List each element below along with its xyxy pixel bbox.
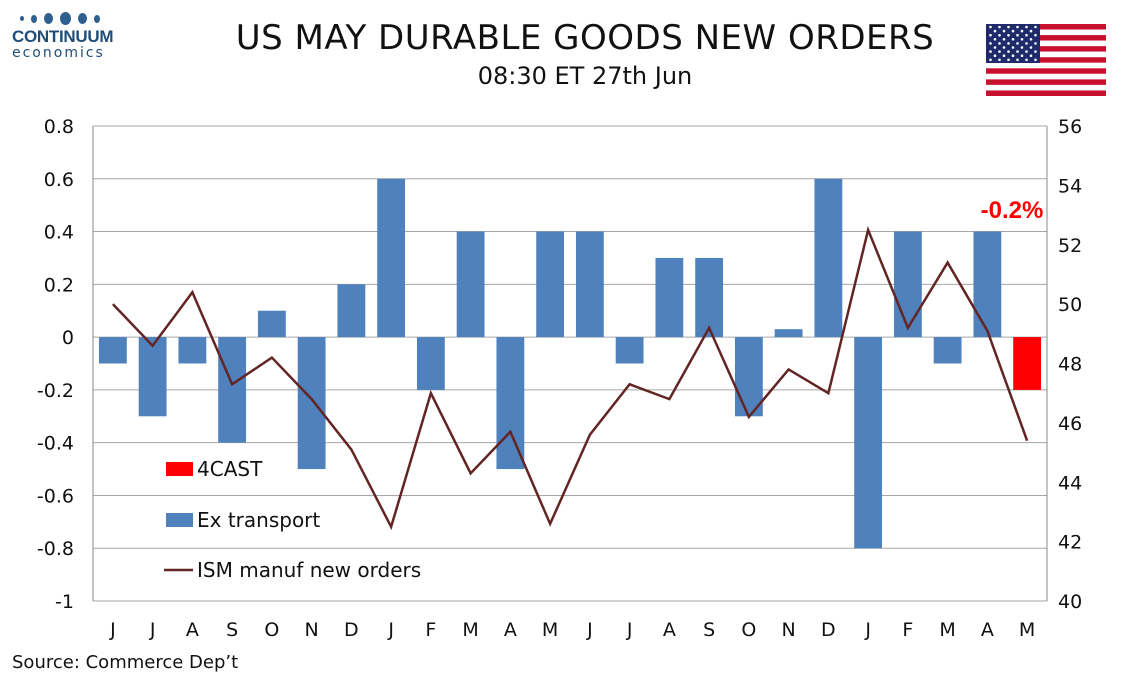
x-tick-label: M: [542, 619, 558, 641]
bar: [575, 231, 604, 338]
right-tick-label: 54: [1058, 175, 1082, 197]
left-tick-label: -0.4: [37, 433, 74, 455]
x-tick-label: J: [586, 619, 593, 641]
bar: [456, 231, 485, 338]
x-tick-label: S: [703, 619, 715, 641]
bar: [98, 337, 127, 364]
right-tick-label: 48: [1058, 354, 1082, 376]
logo-name: CONTINUUM: [12, 27, 114, 46]
bar: [774, 329, 803, 338]
x-tick-label: S: [226, 619, 238, 641]
gridlines: [93, 125, 1047, 602]
bar: [138, 337, 167, 417]
bar: [655, 257, 684, 338]
bar: [218, 337, 247, 443]
left-tick-label: -0.2: [37, 380, 74, 402]
x-tick-label: A: [504, 619, 517, 641]
forecast-annotation: -0.2%: [981, 197, 1044, 224]
x-tick-label: F: [425, 619, 436, 641]
continuum-logo: CONTINUUM economics: [12, 12, 137, 82]
x-tick-label: O: [741, 619, 756, 641]
source-note: Source: Commerce Dep’t: [12, 652, 239, 673]
bar: [377, 178, 406, 338]
left-axis: 0.8 0.6 0.4 0.2 0 -0.2 -0.4 -0.6 -0.8 -1: [37, 116, 74, 613]
forecast-bar: [1013, 337, 1042, 390]
bar: [854, 337, 883, 549]
x-tick-label: F: [902, 619, 913, 641]
right-tick-label: 46: [1058, 413, 1082, 435]
legend: 4CAST Ex transport ISM manuf new orders: [164, 457, 421, 582]
right-tick-label: 50: [1058, 294, 1082, 316]
right-tick-label: 40: [1058, 591, 1082, 613]
x-tick-label: J: [149, 619, 156, 641]
x-tick-label: J: [387, 619, 394, 641]
right-tick-label: 42: [1058, 532, 1082, 554]
bar: [734, 337, 763, 417]
bar: [973, 231, 1002, 338]
left-tick-label: 0.8: [44, 116, 74, 138]
logo-sub: economics: [12, 45, 105, 61]
bar: [536, 231, 565, 338]
x-tick-label: J: [626, 619, 633, 641]
logo-dots-icon: [20, 12, 137, 25]
x-tick-label: M: [1019, 619, 1035, 641]
bar: [178, 337, 207, 364]
x-tick-label: N: [782, 619, 796, 641]
bars: [98, 178, 1042, 549]
chart-title: US MAY DURABLE GOODS NEW ORDERS: [235, 18, 935, 58]
chart-subtitle: 08:30 ET 27th Jun: [477, 62, 693, 90]
x-tick-label: M: [939, 619, 955, 641]
legend-swatch: [166, 462, 193, 476]
bar: [337, 284, 366, 338]
legend-label: ISM manuf new orders: [197, 558, 421, 582]
bar: [416, 337, 445, 390]
bar: [893, 231, 922, 338]
x-tick-label: A: [663, 619, 676, 641]
ism-line: [111, 225, 1029, 531]
legend-label: 4CAST: [197, 457, 263, 481]
right-tick-label: 52: [1058, 235, 1082, 257]
bar: [615, 337, 644, 364]
us-flag-icon: [986, 24, 1106, 96]
left-tick-label: -0.6: [37, 485, 74, 507]
left-tick-label: 0: [62, 327, 74, 349]
right-axis: 56 54 52 50 48 46 44 42 40: [1058, 116, 1082, 613]
x-tick-label: A: [981, 619, 994, 641]
bar: [933, 337, 962, 364]
bar: [695, 257, 724, 338]
bar: [257, 310, 286, 338]
bar: [814, 178, 843, 338]
x-tick-label: O: [264, 619, 279, 641]
plot-frame: [92, 126, 1048, 601]
x-tick-label: A: [186, 619, 199, 641]
x-tick-label: D: [821, 619, 836, 641]
left-tick-label: 0.2: [44, 274, 74, 296]
right-tick-label: 44: [1058, 472, 1082, 494]
left-tick-label: 0.4: [44, 222, 74, 244]
left-tick-label: -0.8: [37, 538, 74, 560]
right-tick-label: 56: [1058, 116, 1082, 138]
legend-label: Ex transport: [197, 508, 320, 532]
legend-swatch: [166, 513, 193, 527]
x-tick-label: M: [462, 619, 478, 641]
ism-line-series: [111, 225, 1029, 531]
x-tick-label: N: [305, 619, 319, 641]
x-tick-label: J: [864, 619, 871, 641]
x-tick-label: D: [344, 619, 359, 641]
x-tick-label: J: [109, 619, 116, 641]
left-tick-label: 0.6: [44, 169, 74, 191]
left-tick-label: -1: [55, 591, 74, 613]
bar: [297, 337, 326, 470]
bar: [496, 337, 525, 470]
